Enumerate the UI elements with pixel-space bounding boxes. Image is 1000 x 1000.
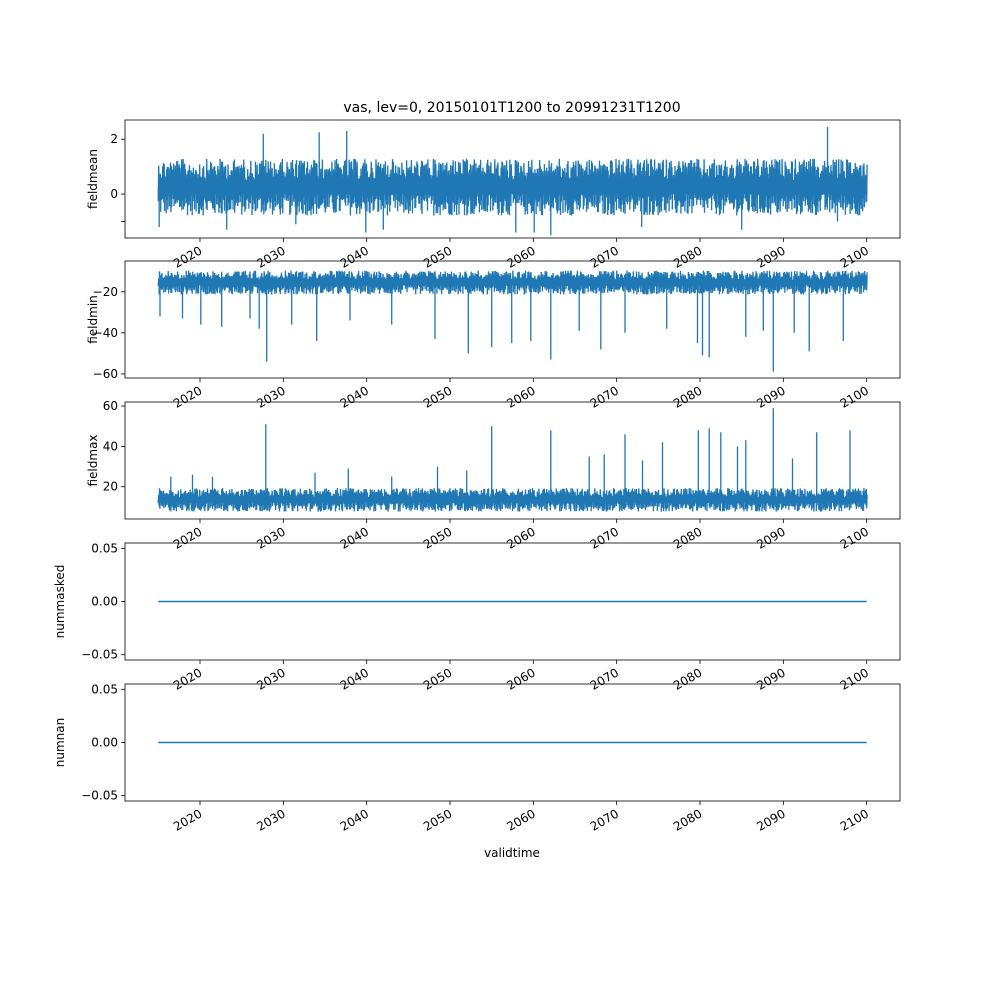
fieldmean-xtick-label: 2040	[338, 243, 371, 270]
fieldmax-ytick-label: 60	[103, 399, 118, 413]
nummasked-xtick-label: 2080	[671, 665, 704, 692]
fieldmin-ylabel: fieldmin	[86, 295, 100, 344]
numnan-ytick-label: 0.00	[91, 736, 118, 750]
nummasked-xtick-label: 2030	[254, 665, 287, 692]
fieldmax-xtick-label: 2060	[504, 524, 537, 551]
fieldmean-xtick-label: 2070	[588, 243, 621, 270]
fieldmin-axes-frame	[124, 260, 901, 379]
fieldmax-xtick-label: 2070	[588, 524, 621, 551]
fieldmin-ytick-label: −40	[93, 326, 118, 340]
numnan-ylabel: numnan	[53, 718, 67, 767]
fieldmin-ytick-label: −60	[93, 367, 118, 381]
numnan-xtick-label: 2070	[588, 806, 621, 833]
numnan-ytick-label: 0.05	[91, 682, 118, 696]
fieldmean-xtick-label: 2050	[421, 243, 454, 270]
nummasked-ylabel: nummasked	[53, 565, 67, 639]
fieldmin-xtick-label: 2050	[421, 383, 454, 410]
chart-title: vas, lev=0, 20150101T1200 to 20991231T12…	[343, 100, 680, 116]
fieldmax-xtick-label: 2080	[671, 524, 704, 551]
nummasked-xtick-label: 2050	[421, 665, 454, 692]
fieldmax-ylabel: fieldmax	[86, 434, 100, 486]
fieldmin-ytick-label: −20	[93, 285, 118, 299]
fieldmin-xtick-label: 2090	[754, 383, 787, 410]
fieldmean-ytick-label: 0	[110, 187, 118, 201]
numnan-xtick-label: 2020	[171, 806, 204, 833]
fieldmin-series-line	[157, 270, 868, 372]
fieldmax-xtick-label: 2030	[254, 524, 287, 551]
fieldmax-xtick-label: 2050	[421, 524, 454, 551]
nummasked-ytick-label: 0.05	[91, 541, 118, 555]
fieldmax-axes-frame	[124, 401, 901, 520]
fieldmean-series-line	[157, 126, 868, 236]
numnan-xtick-label: 2080	[671, 806, 704, 833]
fieldmax-ytick-label: 20	[103, 480, 118, 494]
fieldmin-xtick-label: 2040	[338, 383, 371, 410]
fieldmax-series-line	[157, 408, 868, 512]
nummasked-ytick-label: 0.00	[91, 595, 118, 609]
numnan-xtick-label: 2100	[838, 806, 871, 833]
numnan-xtick-label: 2060	[504, 806, 537, 833]
nummasked-xtick-label: 2090	[754, 665, 787, 692]
nummasked-xtick-label: 2040	[338, 665, 371, 692]
fieldmax-ytick-label: 40	[103, 439, 118, 453]
nummasked-xtick-label: 2020	[171, 665, 204, 692]
nummasked-xtick-label: 2100	[838, 665, 871, 692]
fieldmean-axes-frame	[124, 119, 901, 239]
fieldmin-xtick-label: 2020	[171, 383, 204, 410]
fieldmin-xtick-label: 2070	[588, 383, 621, 410]
fieldmin-xtick-label: 2030	[254, 383, 287, 410]
fieldmin-xtick-label: 2060	[504, 383, 537, 410]
fieldmean-xtick-label: 2100	[838, 243, 871, 270]
fieldmean-xtick-label: 2090	[754, 243, 787, 270]
nummasked-xtick-label: 2070	[588, 665, 621, 692]
fieldmean-ylabel: fieldmean	[86, 149, 100, 209]
nummasked-ytick-label: −0.05	[81, 648, 118, 662]
fieldmean-xtick-label: 2080	[671, 243, 704, 270]
fieldmean-xtick-label: 2030	[254, 243, 287, 270]
numnan-ytick-label: −0.05	[81, 789, 118, 803]
fieldmax-xtick-label: 2100	[838, 524, 871, 551]
fieldmean-ytick-label: 2	[110, 132, 118, 146]
nummasked-xtick-label: 2060	[504, 665, 537, 692]
numnan-xtick-label: 2090	[754, 806, 787, 833]
x-axis-label: validtime	[484, 846, 540, 860]
numnan-xtick-label: 2030	[254, 806, 287, 833]
fieldmin-xtick-label: 2100	[838, 383, 871, 410]
fieldmean-xtick-label: 2020	[171, 243, 204, 270]
fieldmax-xtick-label: 2020	[171, 524, 204, 551]
fieldmean-xtick-label: 2060	[504, 243, 537, 270]
numnan-xtick-label: 2040	[338, 806, 371, 833]
numnan-xtick-label: 2050	[421, 806, 454, 833]
fieldmax-xtick-label: 2090	[754, 524, 787, 551]
fieldmin-xtick-label: 2080	[671, 383, 704, 410]
fieldmax-xtick-label: 2040	[338, 524, 371, 551]
